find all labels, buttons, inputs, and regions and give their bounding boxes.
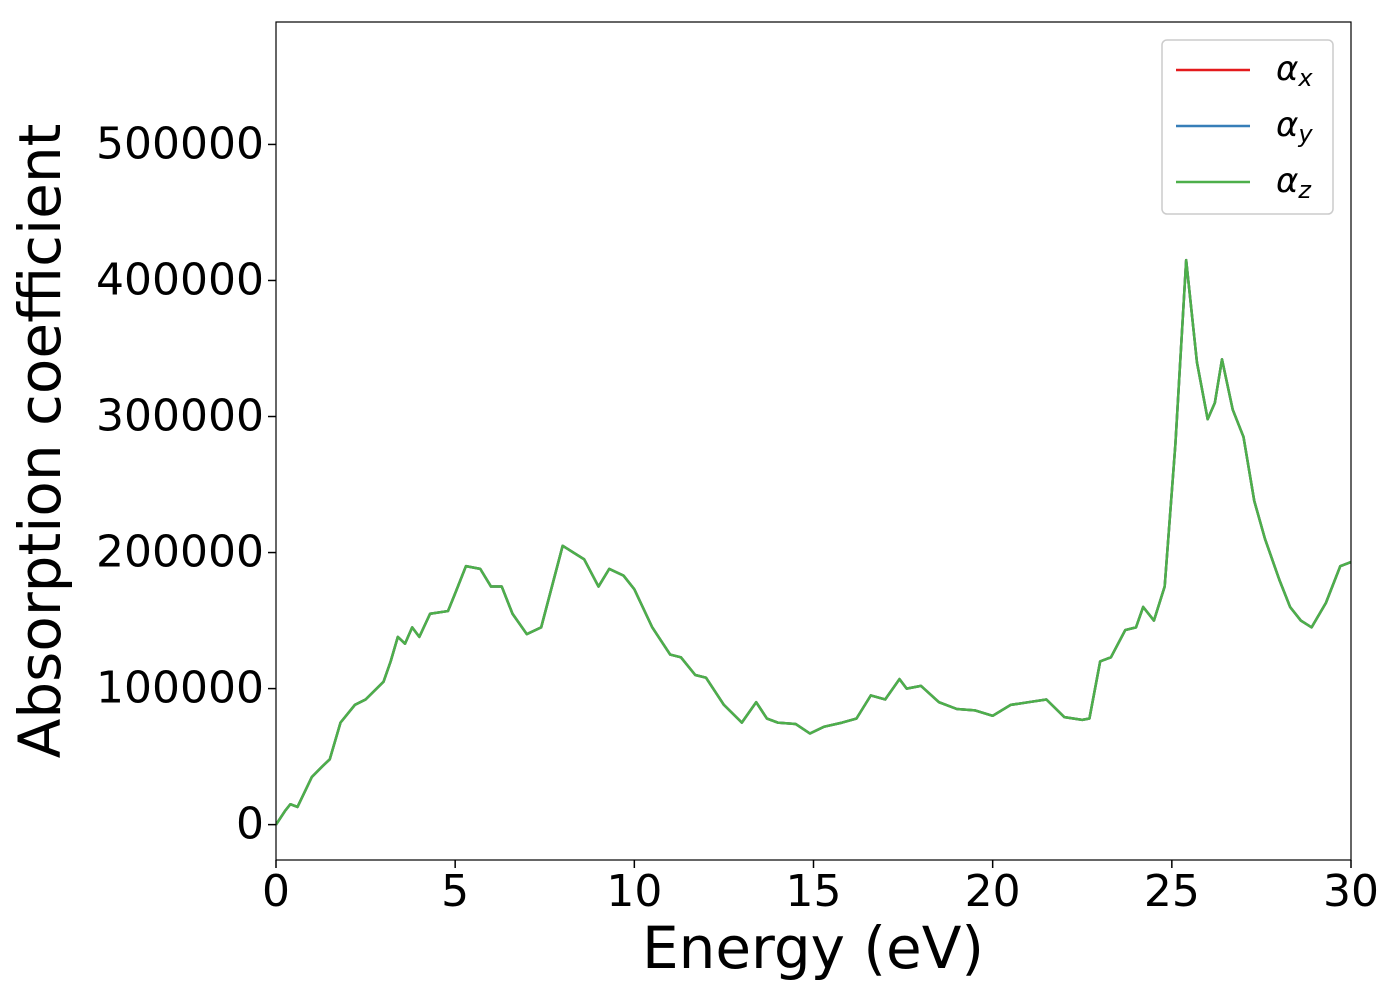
y-tick-label: 0 bbox=[236, 799, 264, 850]
x-tick-label: 5 bbox=[441, 866, 469, 917]
y-tick-label: 100000 bbox=[96, 663, 264, 714]
y-tick-label: 500000 bbox=[96, 118, 264, 169]
legend-label: αx bbox=[1276, 49, 1313, 93]
plot-frame bbox=[275, 21, 1352, 861]
x-tick-label: 0 bbox=[262, 866, 290, 917]
data-line bbox=[276, 258, 1351, 826]
x-tick-label: 10 bbox=[606, 866, 662, 917]
y-tick-label: 400000 bbox=[96, 254, 264, 305]
x-tick-label: 25 bbox=[1144, 866, 1200, 917]
legend-label: αz bbox=[1276, 161, 1312, 205]
x-tick-label: 20 bbox=[965, 866, 1021, 917]
data-line bbox=[276, 258, 1351, 826]
y-tick-label: 200000 bbox=[96, 527, 264, 578]
y-tick-label: 300000 bbox=[96, 391, 264, 442]
x-axis-label: Energy (eV) bbox=[642, 914, 984, 982]
x-tick-label: 30 bbox=[1323, 866, 1379, 917]
data-line bbox=[276, 258, 1351, 826]
legend-label: αy bbox=[1276, 105, 1313, 149]
y-axis-label: Absorption coefficient bbox=[6, 124, 74, 759]
x-tick-label: 15 bbox=[786, 866, 842, 917]
